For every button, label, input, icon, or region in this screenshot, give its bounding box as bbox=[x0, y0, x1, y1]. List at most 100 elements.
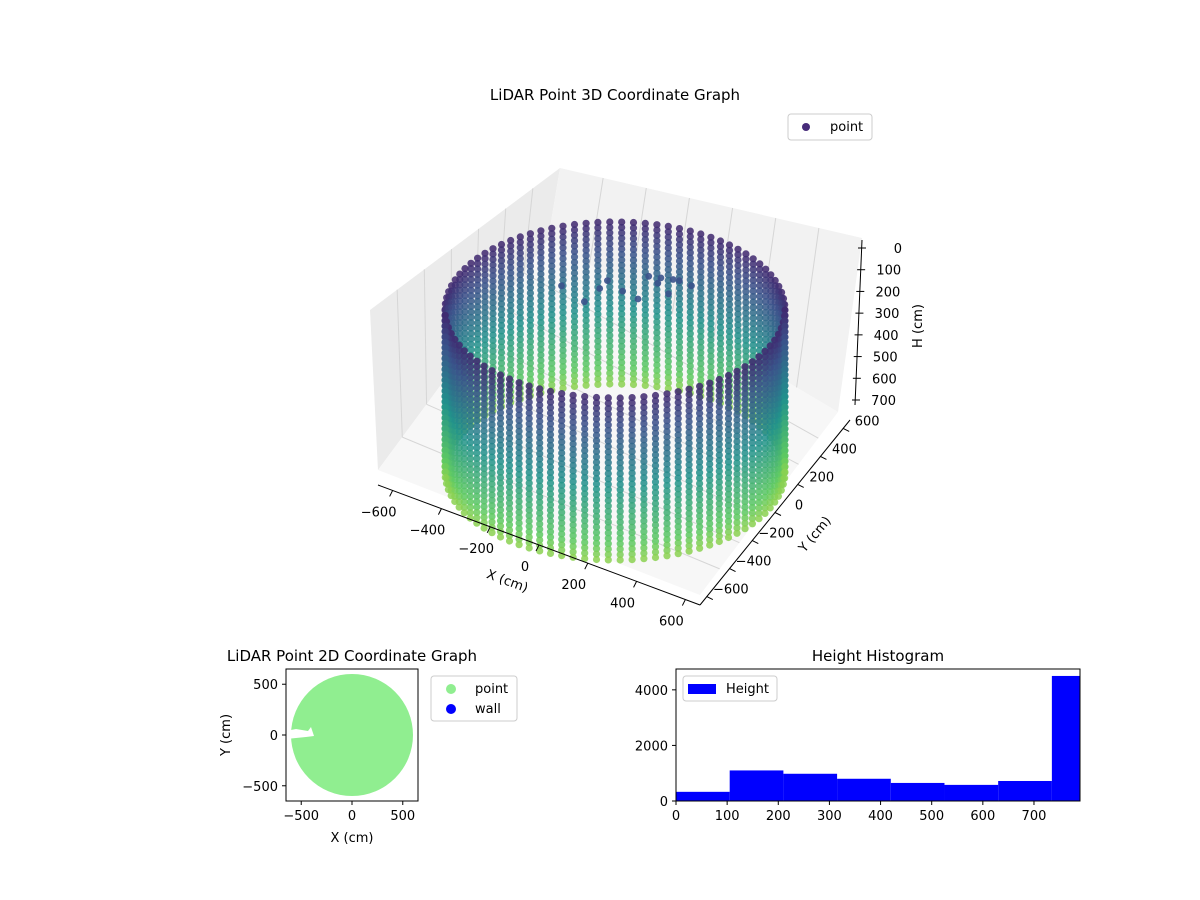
point-3d bbox=[536, 423, 544, 431]
point-3d bbox=[441, 468, 449, 476]
point-3d bbox=[581, 463, 589, 471]
point-3d bbox=[592, 474, 601, 483]
legend-hist-label: Height bbox=[726, 682, 769, 697]
point-3d bbox=[570, 307, 579, 315]
point-3d bbox=[569, 472, 577, 480]
point-3d bbox=[489, 309, 497, 318]
point-3d bbox=[456, 302, 464, 311]
point-3d bbox=[582, 306, 590, 314]
point-3d bbox=[616, 534, 624, 543]
point-3d bbox=[645, 272, 653, 280]
legend-hist-swatch bbox=[688, 684, 716, 694]
point-3d bbox=[441, 360, 449, 368]
point-3d bbox=[685, 472, 693, 480]
point-3d bbox=[755, 380, 763, 388]
point-3d bbox=[697, 349, 705, 357]
point-3d bbox=[570, 372, 579, 380]
point-3d bbox=[696, 485, 704, 493]
point-3d bbox=[663, 390, 671, 398]
point-3d bbox=[525, 458, 533, 466]
point-3d bbox=[480, 448, 488, 457]
point-3d bbox=[441, 419, 449, 427]
point-3d bbox=[481, 346, 489, 355]
point-3d bbox=[696, 539, 704, 547]
point-3d bbox=[581, 495, 589, 503]
point-3d bbox=[748, 385, 757, 393]
point-3d bbox=[707, 352, 715, 360]
point-3d bbox=[594, 370, 602, 378]
histogram-bar bbox=[676, 791, 730, 801]
point-3d bbox=[675, 333, 684, 341]
point-3d bbox=[675, 241, 684, 249]
point-3d bbox=[641, 263, 649, 271]
point-3d bbox=[771, 498, 779, 506]
point-3d bbox=[570, 296, 579, 304]
point-3d bbox=[629, 359, 638, 367]
point-3d bbox=[604, 534, 612, 542]
point-3d bbox=[582, 343, 590, 352]
point-3d bbox=[675, 316, 684, 324]
point-3d bbox=[616, 529, 624, 537]
point-3d bbox=[706, 384, 714, 393]
point-3d bbox=[725, 338, 734, 346]
point-3d bbox=[558, 535, 566, 544]
point-3d bbox=[516, 303, 524, 311]
point-3d bbox=[559, 244, 567, 252]
point-3d bbox=[755, 363, 763, 372]
point-3d bbox=[441, 355, 449, 363]
point-3d bbox=[497, 343, 506, 351]
point-3d bbox=[653, 237, 661, 245]
point-3d bbox=[592, 539, 601, 547]
point-3d bbox=[651, 499, 660, 508]
point-3d bbox=[767, 303, 775, 311]
point-3d bbox=[569, 424, 577, 432]
point-3d bbox=[733, 508, 741, 516]
point-3d bbox=[664, 282, 672, 290]
point-3d bbox=[456, 319, 464, 327]
point-3d bbox=[755, 477, 763, 485]
point-3d bbox=[606, 304, 614, 312]
point-3d bbox=[733, 459, 741, 467]
x-tick-label-2d: 500 bbox=[390, 809, 415, 824]
point-3d bbox=[497, 246, 506, 254]
point-3d bbox=[756, 335, 764, 344]
point-3d bbox=[548, 381, 556, 389]
point-3d bbox=[618, 315, 626, 323]
point-3d bbox=[460, 444, 468, 452]
point-3d bbox=[618, 337, 626, 345]
point-3d bbox=[628, 529, 636, 537]
point-3d bbox=[725, 257, 734, 265]
point-3d bbox=[663, 406, 671, 414]
point-3d bbox=[525, 447, 533, 455]
point-3d bbox=[733, 416, 741, 424]
point-3d bbox=[505, 397, 514, 405]
point-3d bbox=[515, 400, 523, 408]
z-axis-label-3d: H (cm) bbox=[911, 304, 926, 348]
point-3d bbox=[748, 417, 757, 425]
point-3d bbox=[716, 367, 725, 375]
point-3d bbox=[507, 296, 515, 304]
point-3d bbox=[716, 318, 725, 326]
point-3d bbox=[489, 245, 497, 253]
point-3d bbox=[706, 433, 714, 441]
point-3d bbox=[570, 269, 579, 277]
point-3d bbox=[741, 411, 749, 419]
point-3d bbox=[618, 256, 626, 264]
point-3d bbox=[685, 450, 693, 458]
point-3d bbox=[762, 276, 770, 284]
point-3d bbox=[515, 411, 523, 419]
point-3d bbox=[707, 363, 715, 371]
point-3d bbox=[505, 537, 514, 545]
point-3d bbox=[742, 325, 750, 334]
point-3d bbox=[526, 348, 535, 357]
point-3d bbox=[664, 325, 672, 333]
point-3d bbox=[761, 418, 769, 426]
point-3d bbox=[592, 534, 601, 542]
point-3d bbox=[548, 235, 556, 243]
point-3d bbox=[461, 308, 469, 316]
point-3d bbox=[515, 433, 523, 441]
point-3d bbox=[505, 380, 514, 388]
point-3d bbox=[685, 461, 693, 469]
point-3d bbox=[606, 288, 614, 296]
point-3d bbox=[641, 376, 649, 384]
